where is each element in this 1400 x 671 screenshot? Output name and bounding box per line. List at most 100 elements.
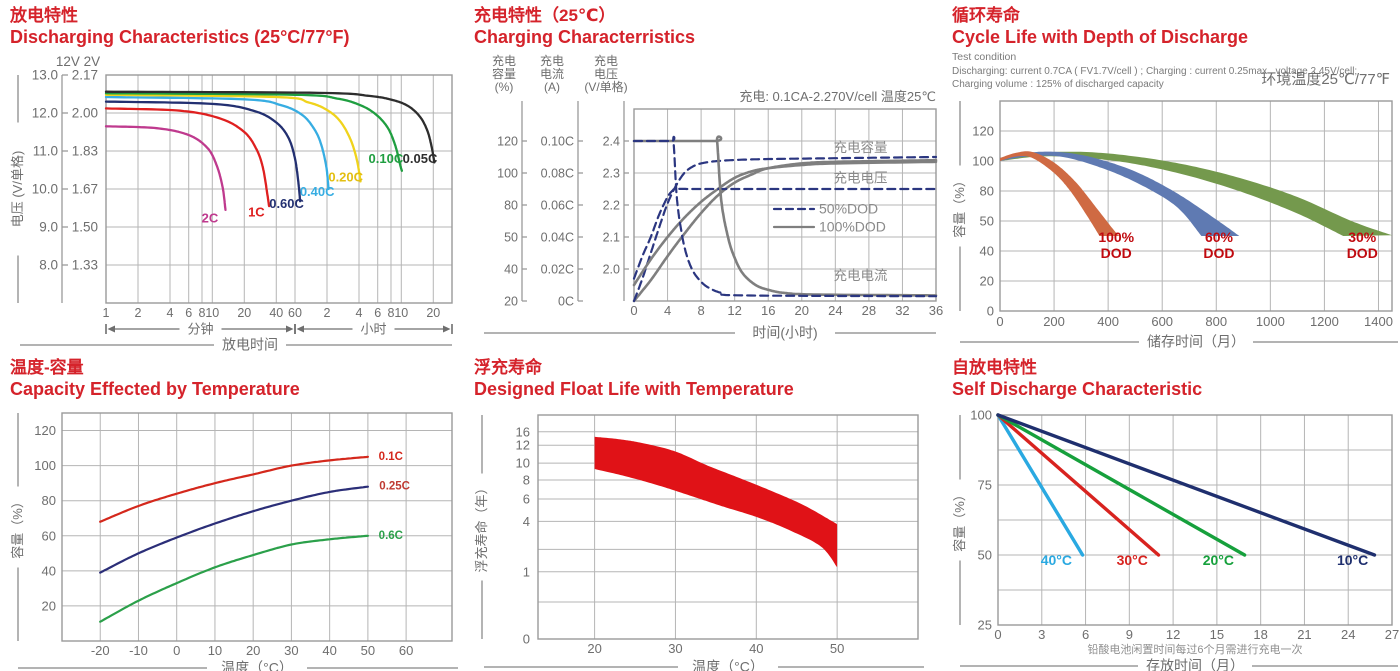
svg-text:60: 60 [288, 306, 302, 320]
curve-0.6C [99, 534, 369, 623]
curve-label-0.05C: 0.05C [403, 151, 438, 166]
float-life-band [594, 436, 838, 568]
test-condition-line1: Discharging: current 0.7CA ( FV1.7V/cell… [952, 65, 1358, 77]
test-condition-title: Test condition [952, 50, 1017, 63]
svg-text:0: 0 [173, 643, 180, 658]
svg-text:16: 16 [761, 303, 775, 318]
title-en-self-discharge: Self Discharge Characteristic [952, 379, 1203, 400]
band-label-60%DOD: 60% [1205, 229, 1234, 245]
curve-label-0.60C: 0.60C [269, 196, 304, 211]
y-axis-label: 容量（%） [952, 488, 967, 552]
curve-label-1C: 1C [248, 204, 265, 219]
svg-text:13.0: 13.0 [32, 67, 58, 82]
curve-label-0.10C: 0.10C [369, 151, 404, 166]
svg-text:0.04C: 0.04C [541, 230, 574, 244]
svg-text:1.50: 1.50 [72, 219, 98, 234]
svg-text:0C: 0C [558, 294, 574, 308]
title-en-capacity-temperature: Capacity Effected by Temperature [10, 379, 300, 400]
svg-text:20: 20 [795, 303, 809, 318]
svg-text:(%): (%) [495, 80, 514, 94]
svg-text:-20: -20 [91, 643, 110, 658]
svg-text:20: 20 [246, 643, 260, 658]
svg-text:120: 120 [972, 124, 994, 139]
curve-2C [104, 125, 227, 211]
svg-text:12.0: 12.0 [32, 105, 58, 120]
legend-100%DOD: 100%DOD [819, 218, 886, 234]
chart-title-self-discharge: 自放电特性 Self Discharge Characteristic [952, 358, 1400, 401]
svg-text:20: 20 [426, 306, 440, 320]
svg-text:1.33: 1.33 [72, 257, 98, 272]
svg-text:1: 1 [523, 564, 530, 579]
y-axis-label: 容量（%） [952, 174, 967, 238]
svg-text:(V/单格): (V/单格) [584, 79, 627, 94]
svg-text:20: 20 [504, 294, 518, 308]
svg-text:100: 100 [34, 458, 56, 473]
curve-capacity-50dod [632, 155, 938, 302]
svg-text:50: 50 [361, 643, 375, 658]
title-en-float-life: Designed Float Life with Temperature [474, 379, 794, 400]
line-30°C [996, 413, 1161, 557]
curve-label-0.25C: 0.25C [379, 481, 410, 493]
svg-text:8.0: 8.0 [39, 257, 58, 272]
cell-discharging: 放电特性 Discharging Characteristics (25°C/7… [0, 0, 464, 352]
svg-text:0.02C: 0.02C [541, 262, 574, 276]
curve-capacity-100dod [632, 158, 938, 303]
svg-text:16: 16 [516, 424, 530, 439]
svg-text:2: 2 [324, 306, 331, 320]
svg-text:12: 12 [727, 303, 741, 318]
svg-text:100: 100 [970, 407, 992, 422]
svg-text:分钟: 分钟 [187, 321, 213, 336]
svg-text:28: 28 [862, 303, 876, 318]
svg-text:30: 30 [284, 643, 298, 658]
curve-label: 充电电压 [834, 170, 888, 185]
curve-voltage-100dod [632, 160, 938, 287]
svg-text:6: 6 [374, 306, 381, 320]
curve-current-50dod [632, 135, 938, 298]
charging-annotation: 充电: 0.1CA-2.270V/cell 温度25℃ [739, 89, 936, 104]
title-en-cycle-life: Cycle Life with Depth of Discharge [952, 27, 1249, 48]
svg-text:1: 1 [103, 306, 110, 320]
svg-text:9.0: 9.0 [39, 219, 58, 234]
svg-text:15: 15 [1210, 627, 1224, 642]
curve-current-100dod [632, 135, 938, 297]
svg-text:21: 21 [1297, 627, 1311, 642]
y-axis-label: 容量（%） [10, 495, 25, 559]
svg-text:1000: 1000 [1256, 314, 1285, 329]
svg-text:20: 20 [980, 274, 994, 289]
curve-0.25C [99, 485, 369, 574]
svg-text:100: 100 [972, 154, 994, 169]
svg-text:32: 32 [895, 303, 909, 318]
svg-text:40: 40 [269, 306, 283, 320]
svg-text:8: 8 [523, 472, 530, 487]
line-label-40°C: 40°C [1041, 552, 1072, 568]
band-label-100%DOD: 100% [1098, 229, 1134, 245]
svg-text:6: 6 [1082, 627, 1089, 642]
svg-text:50: 50 [980, 214, 994, 229]
curve-0.05C [104, 90, 436, 164]
curve-1C [104, 107, 271, 208]
svg-text:20: 20 [237, 306, 251, 320]
svg-text:10.0: 10.0 [32, 181, 58, 196]
svg-text:40: 40 [749, 641, 763, 656]
title-zh-cycle-life: 循环寿命 [952, 6, 1020, 25]
svg-text:10: 10 [516, 456, 530, 471]
svg-text:电压: 电压 [594, 67, 618, 81]
title-zh-capacity-temperature: 温度-容量 [10, 358, 84, 377]
svg-text:800: 800 [1205, 314, 1227, 329]
svg-text:1.83: 1.83 [72, 143, 98, 158]
svg-text:8: 8 [388, 306, 395, 320]
x-axis-label: 温度（°C） [221, 659, 293, 671]
svg-text:-10: -10 [129, 643, 148, 658]
svg-text:2.00: 2.00 [72, 105, 98, 120]
curve-label-0.20C: 0.20C [328, 169, 363, 184]
x-axis-label: 时间(小时) [752, 324, 817, 340]
svg-text:80: 80 [980, 184, 994, 199]
svg-text:2.17: 2.17 [72, 67, 98, 82]
title-zh-discharging: 放电特性 [10, 6, 78, 25]
svg-text:50: 50 [830, 641, 844, 656]
x-axis-label: 存放时间（月） [1146, 657, 1244, 671]
band-30%DOD [1000, 151, 1392, 237]
svg-text:1200: 1200 [1310, 314, 1339, 329]
svg-text:18: 18 [1253, 627, 1267, 642]
